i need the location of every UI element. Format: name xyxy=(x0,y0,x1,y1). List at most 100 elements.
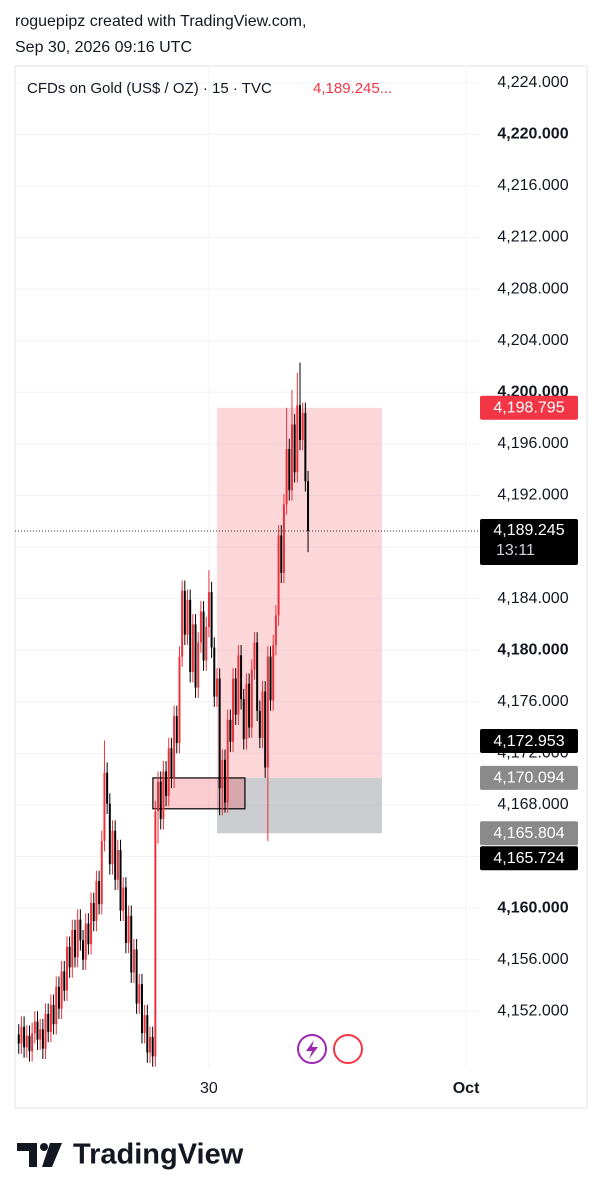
candle-body xyxy=(132,949,135,973)
candle-body xyxy=(106,772,109,804)
event-icons xyxy=(297,1034,363,1064)
candle-body xyxy=(60,971,63,1009)
candle-body xyxy=(95,881,98,921)
y-tick-label: 4,196.000 xyxy=(497,435,568,452)
candle-body xyxy=(199,611,202,643)
candle-body xyxy=(124,887,127,943)
candle-body xyxy=(25,1035,28,1048)
candle-body xyxy=(207,592,210,627)
y-tick-label: 4,204.000 xyxy=(497,332,568,349)
candle-body xyxy=(178,656,181,744)
candle-body xyxy=(290,424,293,491)
lightning-glyph xyxy=(306,1040,318,1059)
candle-body xyxy=(240,655,243,700)
y-tick-label: 4,168.000 xyxy=(497,796,568,813)
y-tick-label: 4,220.000 xyxy=(497,126,568,143)
candle-body xyxy=(33,1021,36,1034)
candle-body xyxy=(282,504,285,573)
candle-body xyxy=(55,986,58,1025)
candle-body xyxy=(296,405,299,473)
candle-body xyxy=(154,811,157,1057)
candle-body xyxy=(68,946,71,968)
candle-body xyxy=(17,1034,20,1044)
y-tick-label: 4,192.000 xyxy=(497,487,568,504)
candle-body xyxy=(52,1004,55,1025)
candle-body xyxy=(266,656,269,768)
candle-body xyxy=(183,590,186,635)
candle-body xyxy=(20,1026,23,1044)
candle-body xyxy=(146,1015,149,1053)
candle-body xyxy=(79,919,82,941)
y-tick-label: 4,160.000 xyxy=(497,899,568,916)
candle-body xyxy=(191,624,194,673)
candle-body xyxy=(274,615,277,646)
candle-body xyxy=(175,715,178,744)
candle-body xyxy=(162,771,165,820)
candle-body xyxy=(151,1037,154,1057)
candle-body xyxy=(197,642,200,688)
candle-body xyxy=(248,683,251,728)
x-tick-label: Oct xyxy=(453,1080,480,1097)
candle-body xyxy=(98,881,101,905)
candle-body xyxy=(226,719,229,803)
y-tick-label: 4,216.000 xyxy=(497,177,568,194)
candle-body xyxy=(167,748,170,796)
candle-body xyxy=(130,915,133,973)
candle-body xyxy=(301,412,304,440)
candle-body xyxy=(261,691,264,738)
candle-body xyxy=(122,887,125,911)
candle-body xyxy=(285,449,288,505)
candle-body xyxy=(111,830,114,865)
candle-body xyxy=(218,678,221,789)
candles xyxy=(17,362,310,1067)
candle-body xyxy=(74,930,76,958)
candle-body xyxy=(213,647,216,697)
position-zone xyxy=(216,407,382,778)
title-price: 4,189.245... xyxy=(313,80,392,97)
price-tag xyxy=(480,765,578,790)
candle-body xyxy=(116,850,119,880)
candle-body xyxy=(186,599,189,635)
candle-body xyxy=(63,971,66,991)
candle-body xyxy=(234,678,237,715)
price-tag-label: 4,165.804 xyxy=(493,825,564,842)
candle-body xyxy=(76,919,79,958)
y-tick-label: 4,156.000 xyxy=(497,951,568,968)
candle-body xyxy=(181,590,184,657)
candle-body xyxy=(288,449,291,491)
candle-body xyxy=(250,669,253,728)
candle-body xyxy=(159,781,162,820)
candle-body xyxy=(189,599,192,673)
grid xyxy=(15,66,480,1068)
candle-body xyxy=(71,930,74,968)
candle-body xyxy=(140,984,143,1034)
price-tag xyxy=(480,518,578,565)
price-tag-label: 4,189.245 xyxy=(493,522,564,539)
candle-body xyxy=(31,1033,34,1052)
candle-body xyxy=(293,424,296,473)
candle-body xyxy=(165,771,168,796)
candle-body xyxy=(229,719,232,742)
candle-body xyxy=(277,535,280,616)
y-tick-label: 4,212.000 xyxy=(497,229,568,246)
flag-icon[interactable] xyxy=(333,1034,363,1064)
candle-body xyxy=(39,1029,42,1040)
candle-body xyxy=(23,1026,26,1048)
candle-body xyxy=(47,1013,50,1032)
candle-body xyxy=(100,841,103,905)
candle-body xyxy=(221,759,224,789)
chart-title: CFDs on Gold (US$ / OZ) · 15 · TVC xyxy=(27,80,272,97)
candle-body xyxy=(157,781,160,812)
candle-body xyxy=(202,611,205,661)
candle-body xyxy=(245,683,248,740)
candle-body xyxy=(215,678,218,697)
candle-body xyxy=(82,940,85,960)
candle-body xyxy=(65,946,68,991)
price-tag xyxy=(480,846,578,871)
candle-body xyxy=(119,850,122,911)
candle-body xyxy=(103,772,106,842)
candle-body xyxy=(256,642,259,711)
chart-frame xyxy=(14,65,588,1109)
